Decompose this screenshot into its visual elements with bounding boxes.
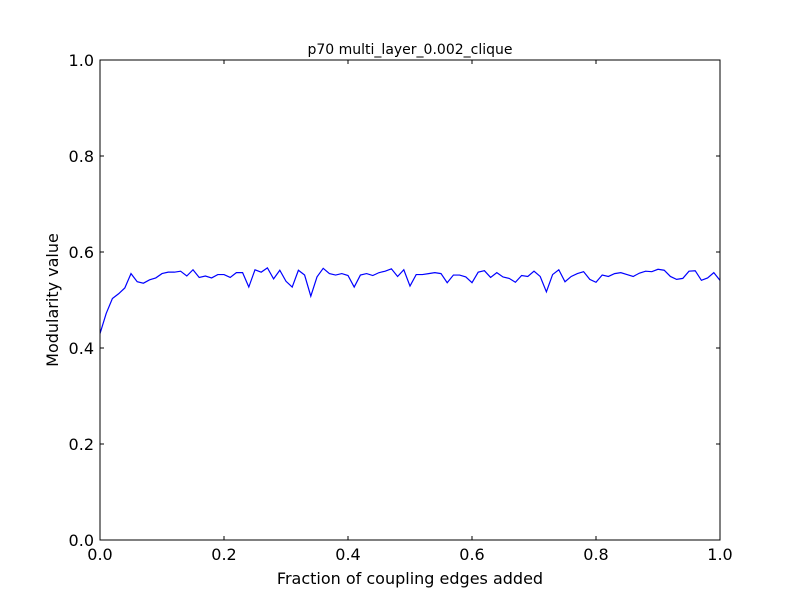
y-tick-label: 0.0 xyxy=(69,531,94,550)
x-axis-label: Fraction of coupling edges added xyxy=(277,569,543,588)
x-tick-label: 0.0 xyxy=(87,545,112,564)
y-tick-label: 1.0 xyxy=(69,51,94,70)
x-tick-label: 0.2 xyxy=(211,545,236,564)
y-tick-label: 0.4 xyxy=(69,339,94,358)
chart-title: p70 multi_layer_0.002_clique xyxy=(308,42,513,58)
axis-ticks: 0.0 0.2 0.4 0.6 0.8 1.0 0.0 0.2 0.4 0.6 0.8 1.0 xyxy=(69,51,733,564)
series-line-0 xyxy=(99,266,721,334)
x-tick-label: 0.8 xyxy=(583,545,608,564)
x-tick-label: 0.6 xyxy=(459,545,484,564)
x-tick-label: 0.4 xyxy=(335,545,360,564)
y-tick-label: 0.6 xyxy=(69,243,94,262)
plot-area xyxy=(99,59,721,541)
x-tick-label: 1.0 xyxy=(707,545,732,564)
y-tick-label: 0.2 xyxy=(69,435,94,454)
y-tick-label: 0.8 xyxy=(69,147,94,166)
axes-frame xyxy=(99,59,721,541)
y-axis-label: Modularity value xyxy=(43,233,62,367)
